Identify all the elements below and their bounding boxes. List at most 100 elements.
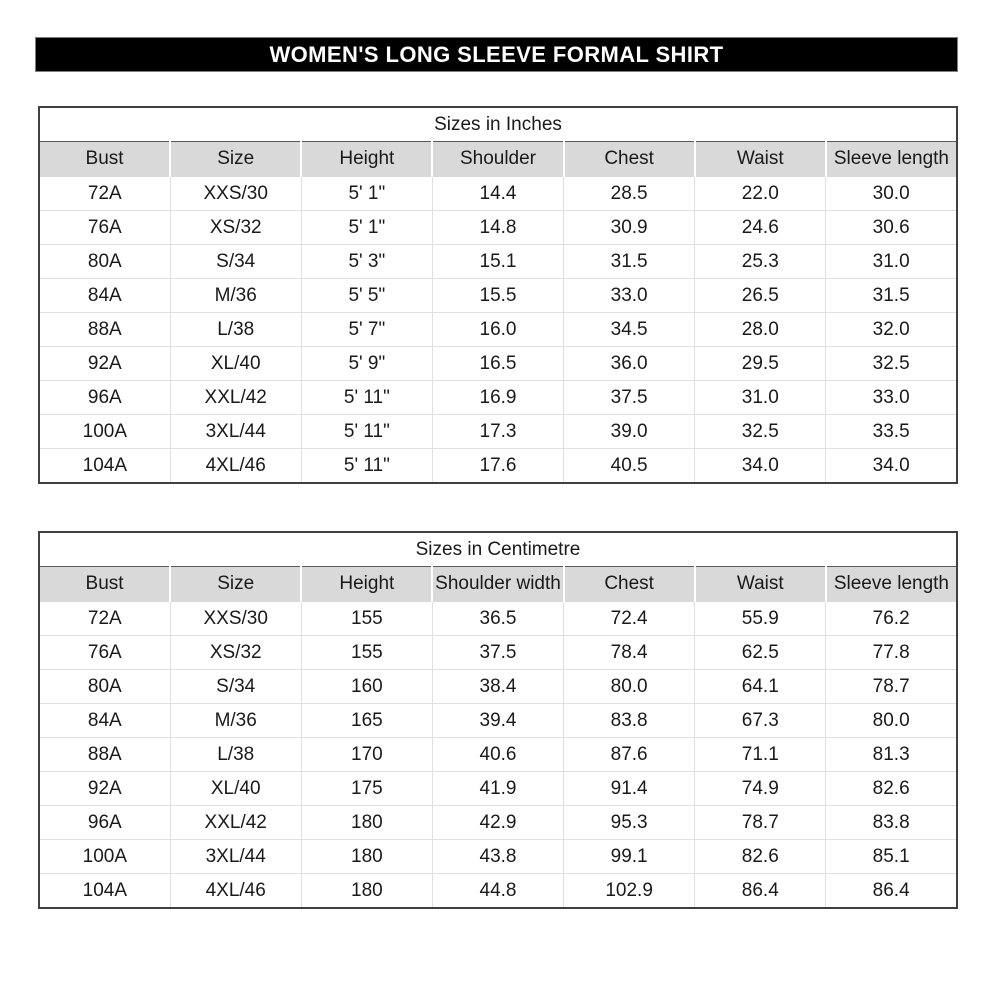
table-cell: 86.4 <box>825 873 958 909</box>
table-cell: 165 <box>300 703 433 738</box>
table-cell: L/38 <box>169 737 302 772</box>
table-cell: 44.8 <box>431 873 565 909</box>
table-row: 100A 3XL/44 5' 11" 17.3 39.0 32.5 33.5 <box>38 414 958 449</box>
table-cell: 41.9 <box>431 771 565 806</box>
table-cell: 5' 1" <box>300 176 433 211</box>
table-cell: S/34 <box>169 244 302 279</box>
table-cell: XXL/42 <box>169 380 302 415</box>
table-row: 92A XL/40 175 41.9 91.4 74.9 82.6 <box>38 771 958 806</box>
table-cell: 180 <box>300 805 433 840</box>
table-cell: 40.5 <box>563 448 696 484</box>
table-cell: 80.0 <box>563 669 696 704</box>
table-cell: 28.0 <box>694 312 827 347</box>
table-cell: S/34 <box>169 669 302 704</box>
table-title: Sizes in Centimetre <box>39 532 957 567</box>
table-cell: 42.9 <box>431 805 565 840</box>
table-cell: 34.0 <box>694 448 827 484</box>
table-cell: 4XL/46 <box>169 873 302 909</box>
column-header: Height <box>300 566 433 602</box>
table-cell: 40.6 <box>431 737 565 772</box>
table-row: 84A M/36 165 39.4 83.8 67.3 80.0 <box>38 703 958 738</box>
table-title: Sizes in Inches <box>39 107 957 142</box>
table-cell: L/38 <box>169 312 302 347</box>
table-cell: 28.5 <box>563 176 696 211</box>
column-header: Bust <box>39 566 171 602</box>
table-cell: 81.3 <box>825 737 958 772</box>
table-cell: 5' 9" <box>300 346 433 381</box>
table-title-row: Sizes in Centimetre <box>39 532 957 567</box>
table-cell: 78.7 <box>825 669 958 704</box>
table-cell: 15.5 <box>431 278 565 313</box>
column-header: Waist <box>693 141 826 177</box>
table-cell: 30.6 <box>825 210 958 245</box>
table-row: 100A 3XL/44 180 43.8 99.1 82.6 85.1 <box>38 839 958 874</box>
table-cell: 99.1 <box>563 839 696 874</box>
table-cell: 31.5 <box>563 244 696 279</box>
table-cell: 170 <box>300 737 433 772</box>
table-cell: 74.9 <box>694 771 827 806</box>
table-body: 72A XXS/30 155 36.5 72.4 55.9 76.2 76A XS/32 155 3… <box>38 601 958 909</box>
column-header: Chest <box>562 141 695 177</box>
table-cell: 16.5 <box>431 346 565 381</box>
table-row: 72A XXS/30 155 36.5 72.4 55.9 76.2 <box>38 601 958 636</box>
table-cell: M/36 <box>169 703 302 738</box>
table-cell: 72.4 <box>563 601 696 636</box>
table-cell: 14.4 <box>431 176 565 211</box>
size-table-inches: Sizes in Inches Bust Size Height Shoulder Ch… <box>38 106 958 484</box>
table-cell: 67.3 <box>694 703 827 738</box>
product-title: WOMEN'S LONG SLEEVE FORMAL SHIRT <box>269 41 724 67</box>
table-cell: 32.5 <box>694 414 827 449</box>
table-row: 80A S/34 5' 3" 15.1 31.5 25.3 31.0 <box>38 244 958 279</box>
table-cell: XL/40 <box>169 346 302 381</box>
table-cell: 88A <box>38 737 171 772</box>
table-header-row: Bust Size Height Shoulder Chest Waist Sleeve l… <box>39 141 957 177</box>
table-cell: XL/40 <box>169 771 302 806</box>
table-cell: 92A <box>38 771 171 806</box>
table-row: 96A XXL/42 180 42.9 95.3 78.7 83.8 <box>38 805 958 840</box>
table-cell: XXL/42 <box>169 805 302 840</box>
table-title-row: Sizes in Inches <box>39 107 957 142</box>
table-cell: 17.6 <box>431 448 565 484</box>
column-header: Chest <box>562 566 695 602</box>
table-cell: 17.3 <box>431 414 565 449</box>
column-header: Shoulder <box>431 141 564 177</box>
table-cell: 24.6 <box>694 210 827 245</box>
column-header: Size <box>169 141 302 177</box>
table-cell: 36.5 <box>431 601 565 636</box>
table-cell: 3XL/44 <box>169 414 302 449</box>
column-header: Waist <box>693 566 826 602</box>
column-header: Sleeve length <box>824 566 957 602</box>
table-cell: 34.0 <box>825 448 958 484</box>
table-cell: 82.6 <box>825 771 958 806</box>
table-row: 88A L/38 5' 7" 16.0 34.5 28.0 32.0 <box>38 312 958 347</box>
table-cell: 5' 3" <box>300 244 433 279</box>
table-cell: 14.8 <box>431 210 565 245</box>
table-cell: 30.9 <box>563 210 696 245</box>
table-header-row: Bust Size Height Shoulder width Chest Waist Sl… <box>39 566 957 602</box>
table-cell: 16.9 <box>431 380 565 415</box>
table-row: 92A XL/40 5' 9" 16.5 36.0 29.5 32.5 <box>38 346 958 381</box>
table-cell: 76A <box>38 210 171 245</box>
table-cell: 5' 5" <box>300 278 433 313</box>
table-cell: 180 <box>300 873 433 909</box>
table-cell: 84A <box>38 703 171 738</box>
size-table-centimetre: Sizes in Centimetre Bust Size Height Should… <box>38 531 958 909</box>
table-cell: 80A <box>38 244 171 279</box>
table-cell: 31.0 <box>825 244 958 279</box>
table-cell: 38.4 <box>431 669 565 704</box>
table-cell: 87.6 <box>563 737 696 772</box>
table-cell: 33.0 <box>825 380 958 415</box>
column-header: Sleeve length <box>824 141 957 177</box>
table-cell: 80A <box>38 669 171 704</box>
table-cell: 5' 1" <box>300 210 433 245</box>
table-cell: 160 <box>300 669 433 704</box>
centimetre-table: Sizes in Centimetre Bust Size Height Should… <box>38 531 958 909</box>
table-cell: 155 <box>300 601 433 636</box>
table-cell: 102.9 <box>563 873 696 909</box>
table-cell: 96A <box>38 805 171 840</box>
table-cell: XS/32 <box>169 635 302 670</box>
table-cell: 96A <box>38 380 171 415</box>
table-cell: 55.9 <box>694 601 827 636</box>
table-row: 84A M/36 5' 5" 15.5 33.0 26.5 31.5 <box>38 278 958 313</box>
table-cell: 34.5 <box>563 312 696 347</box>
